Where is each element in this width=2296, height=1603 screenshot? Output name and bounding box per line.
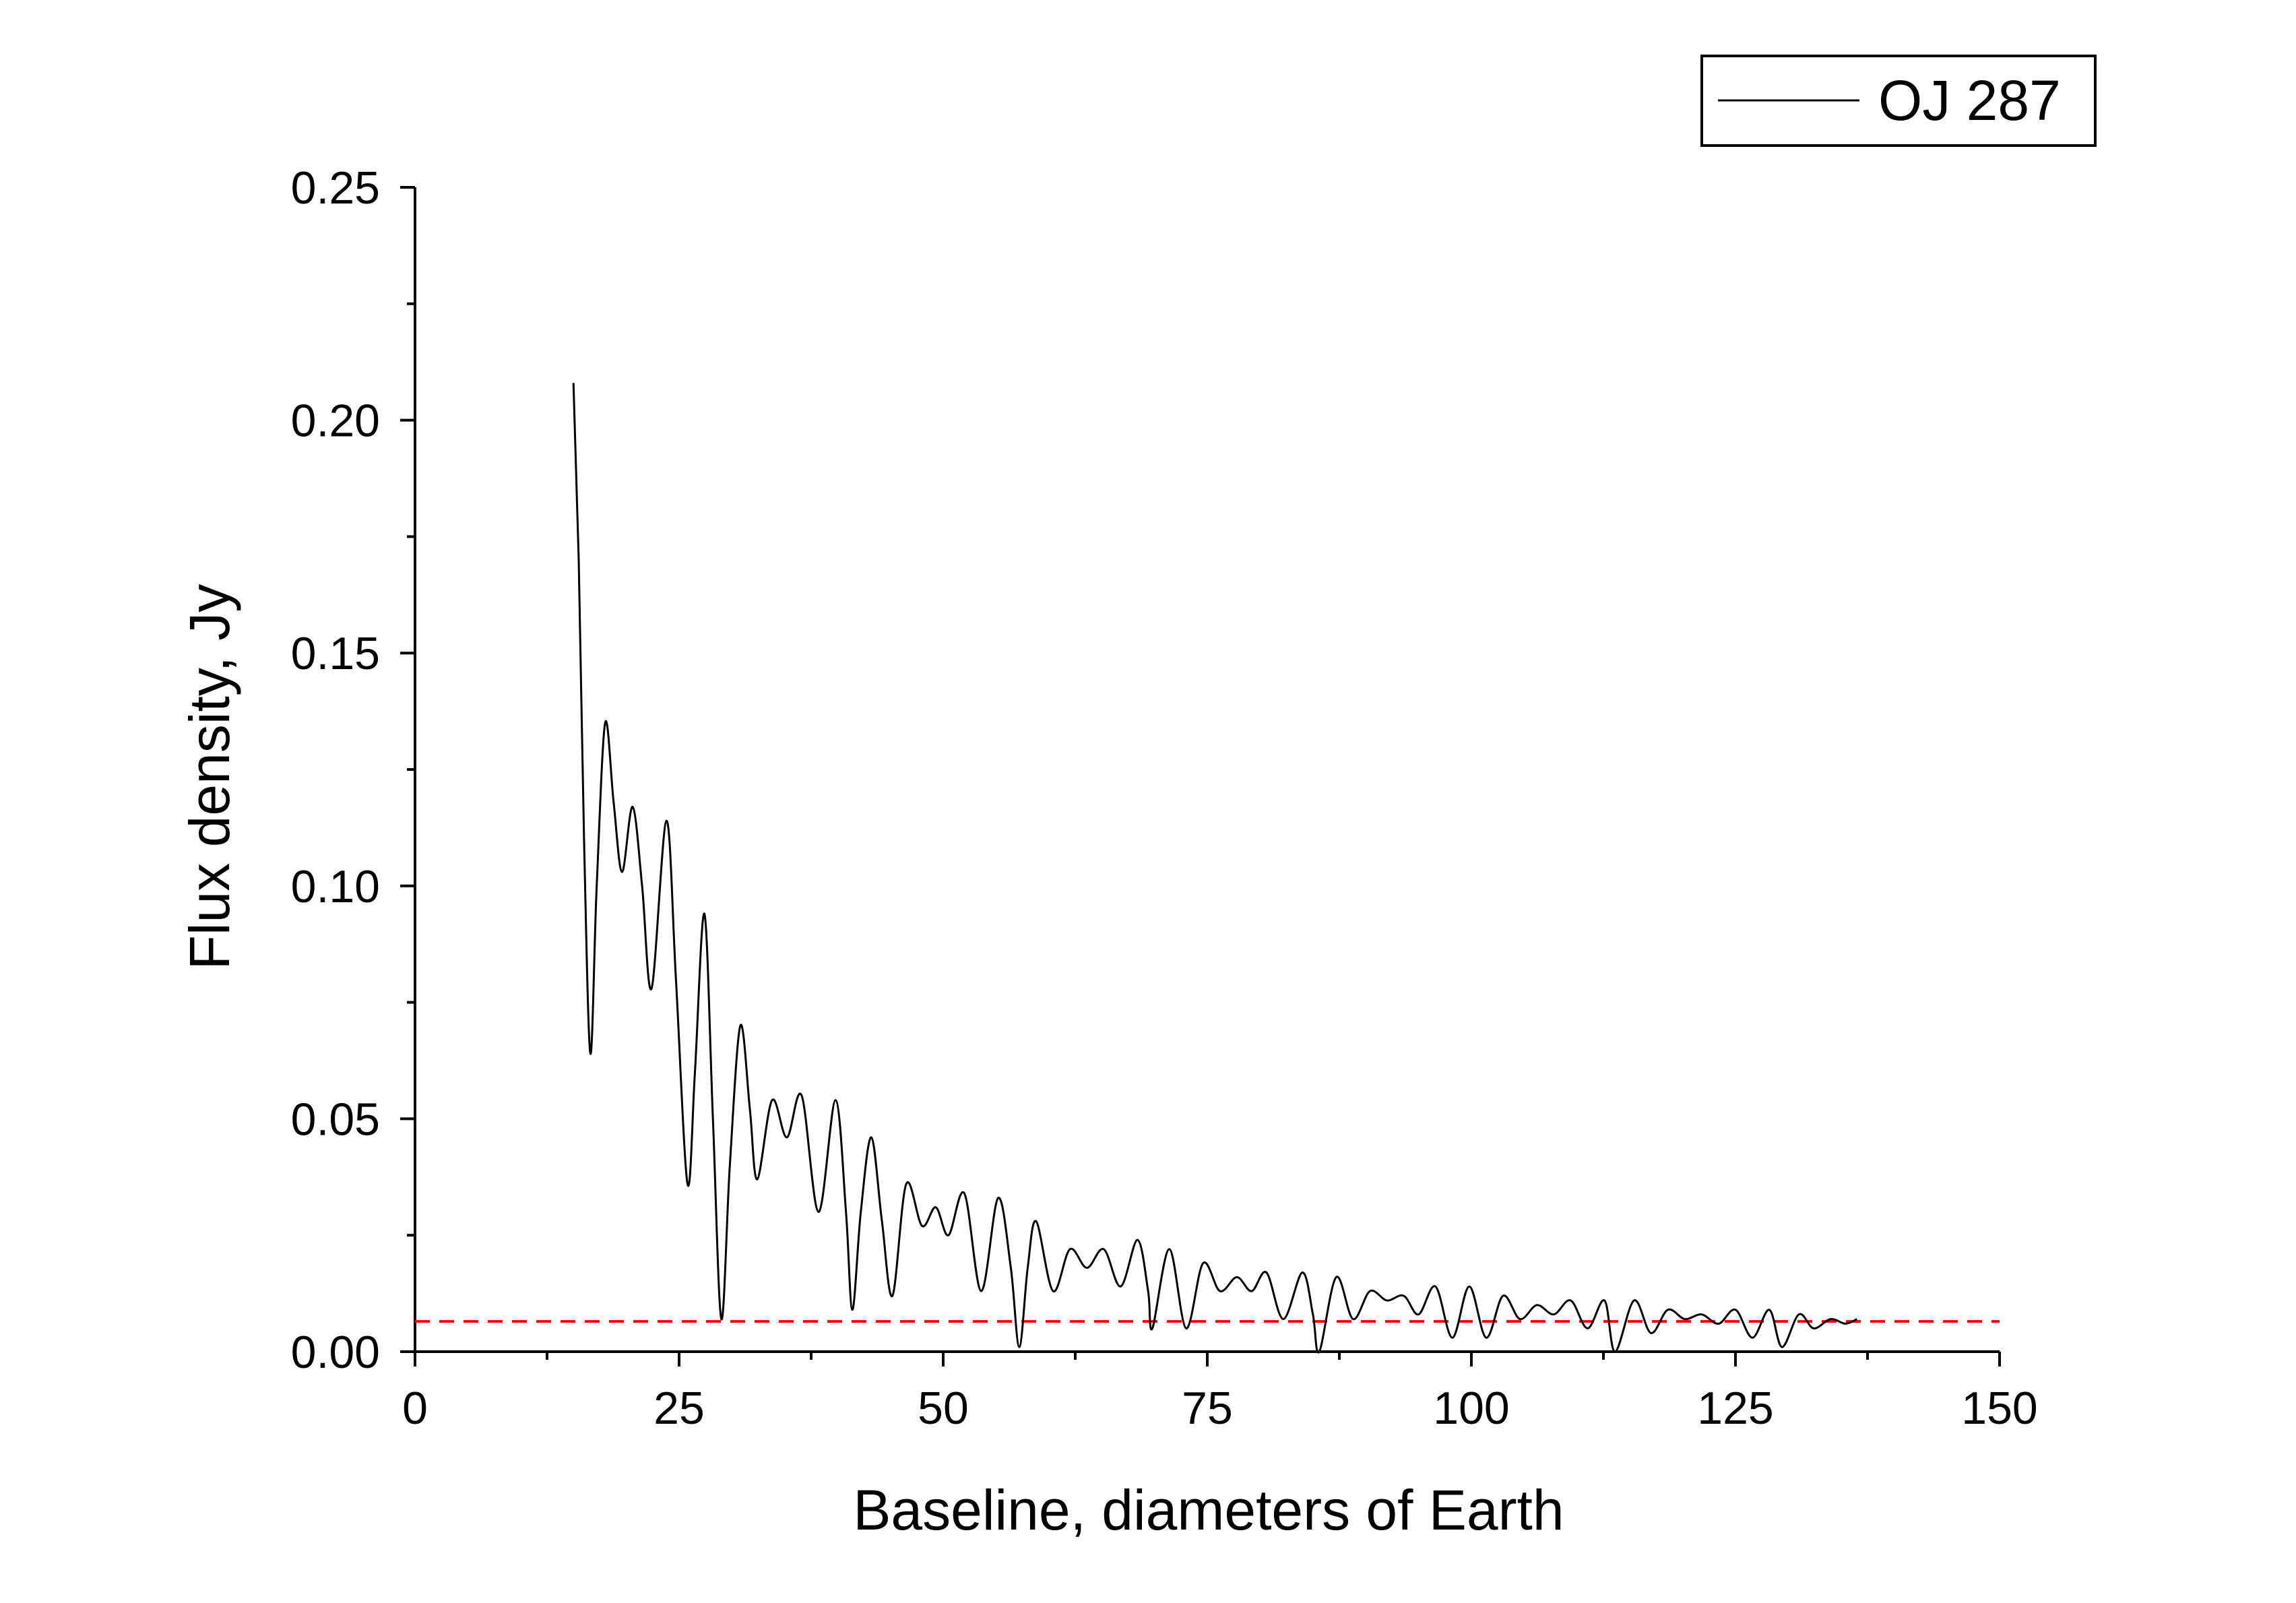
x-axis-title: Baseline, diameters of Earth bbox=[853, 1478, 1564, 1542]
y-tick-label: 0.25 bbox=[291, 162, 380, 214]
y-tick-label: 0.05 bbox=[291, 1094, 380, 1145]
x-tick-label: 100 bbox=[1433, 1383, 1509, 1434]
x-tick-label: 0 bbox=[402, 1383, 428, 1434]
x-tick-label: 75 bbox=[1182, 1383, 1233, 1434]
y-tick-label: 0.00 bbox=[291, 1327, 380, 1378]
y-axis-title: Flux density, Jy bbox=[178, 584, 241, 970]
x-tick-label: 150 bbox=[1961, 1383, 2037, 1434]
series-line-oj287 bbox=[572, 383, 1857, 1354]
x-tick-label: 25 bbox=[653, 1383, 705, 1434]
y-tick-label: 0.20 bbox=[291, 396, 380, 447]
x-tick-label: 50 bbox=[918, 1383, 969, 1434]
y-tick-label: 0.10 bbox=[291, 861, 380, 912]
x-tick-label: 125 bbox=[1697, 1383, 1773, 1434]
y-tick-label: 0.15 bbox=[291, 628, 380, 679]
axis-ticks: 0 25 50 75 100 125 150 0.00 0.05 0.10 0.15 0.20 0.25 bbox=[291, 162, 2038, 1434]
legend: OJ 287 bbox=[1700, 55, 2097, 147]
legend-label-oj287: OJ 287 bbox=[1878, 69, 2061, 132]
plot-area bbox=[415, 383, 2000, 1354]
